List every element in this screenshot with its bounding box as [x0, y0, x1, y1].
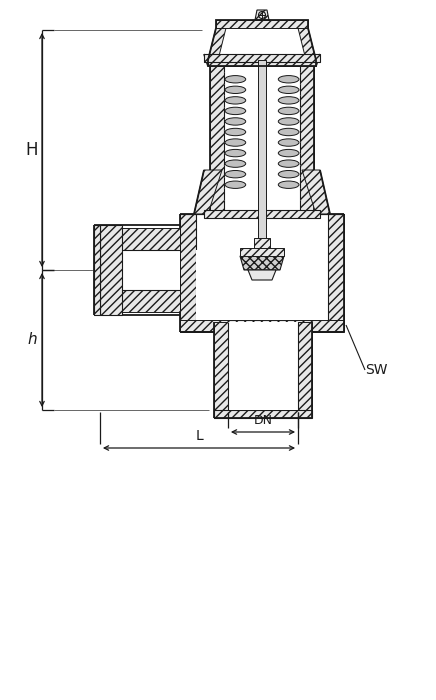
Text: DN: DN: [253, 414, 272, 427]
Polygon shape: [204, 54, 320, 62]
Ellipse shape: [278, 107, 299, 115]
Bar: [122, 290, 180, 312]
Text: H: H: [26, 141, 38, 159]
Ellipse shape: [225, 76, 246, 83]
Ellipse shape: [278, 181, 299, 188]
Bar: [214, 410, 312, 418]
Ellipse shape: [278, 97, 299, 104]
Ellipse shape: [225, 139, 246, 146]
Polygon shape: [194, 170, 222, 214]
Polygon shape: [216, 20, 308, 28]
Polygon shape: [208, 60, 316, 66]
Polygon shape: [208, 28, 226, 60]
Ellipse shape: [278, 171, 299, 178]
Polygon shape: [204, 210, 320, 218]
Bar: [100, 225, 122, 315]
Polygon shape: [208, 170, 316, 214]
Polygon shape: [218, 28, 306, 60]
Bar: [196, 214, 328, 320]
Ellipse shape: [278, 86, 299, 94]
Polygon shape: [255, 10, 269, 20]
Polygon shape: [240, 256, 284, 270]
Ellipse shape: [278, 149, 299, 157]
Ellipse shape: [278, 76, 299, 83]
Bar: [240, 248, 284, 256]
Ellipse shape: [225, 97, 246, 104]
Bar: [180, 214, 196, 320]
Ellipse shape: [225, 107, 246, 115]
Bar: [298, 322, 312, 410]
Ellipse shape: [278, 160, 299, 167]
Text: L: L: [195, 429, 203, 443]
Ellipse shape: [225, 128, 246, 136]
Bar: [258, 60, 266, 272]
Ellipse shape: [278, 128, 299, 136]
Ellipse shape: [225, 149, 246, 157]
Bar: [100, 250, 180, 290]
Text: SW: SW: [365, 363, 388, 377]
Ellipse shape: [225, 86, 246, 94]
Bar: [210, 62, 224, 210]
Ellipse shape: [225, 118, 246, 125]
Bar: [328, 214, 344, 320]
Bar: [214, 322, 228, 410]
Text: h: h: [27, 332, 37, 347]
Bar: [228, 322, 298, 410]
Bar: [122, 228, 180, 250]
Ellipse shape: [278, 118, 299, 125]
Polygon shape: [298, 28, 316, 60]
Ellipse shape: [225, 160, 246, 167]
Polygon shape: [302, 170, 330, 214]
Bar: [94, 225, 100, 315]
Polygon shape: [248, 270, 276, 280]
Ellipse shape: [278, 139, 299, 146]
Ellipse shape: [225, 181, 246, 188]
Bar: [180, 320, 344, 332]
Bar: [224, 62, 300, 210]
Bar: [196, 250, 262, 320]
Ellipse shape: [225, 171, 246, 178]
Bar: [300, 62, 314, 210]
Bar: [254, 238, 270, 248]
